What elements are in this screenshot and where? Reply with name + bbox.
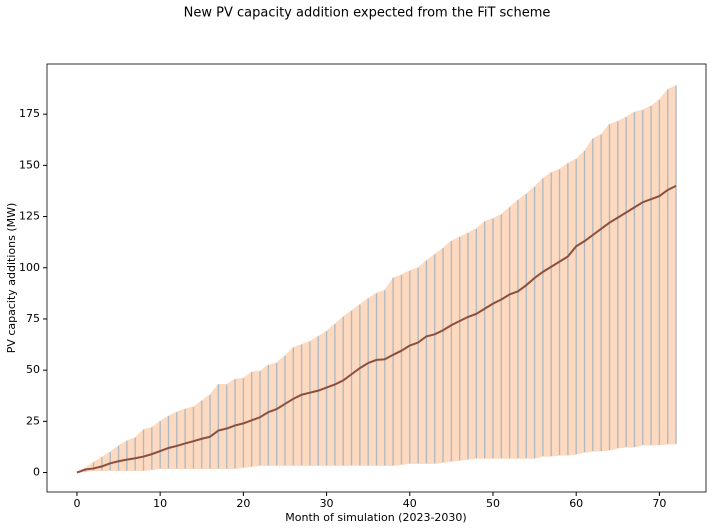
y-tick-label: 125 [19, 210, 40, 223]
y-axis-label: PV capacity additions (MW) [5, 203, 18, 354]
chart-title: New PV capacity addition expected from t… [184, 6, 551, 21]
x-axis-label: Month of simulation (2023-2030) [285, 511, 466, 524]
y-tick-label: 100 [19, 261, 40, 274]
x-tick-label: 60 [569, 497, 583, 510]
x-tick-label: 40 [403, 497, 417, 510]
y-tick-label: 175 [19, 107, 40, 120]
y-tick-label: 0 [33, 466, 40, 479]
y-tick-label: 25 [26, 414, 40, 427]
x-tick-label: 20 [236, 497, 250, 510]
y-tick-label: 150 [19, 158, 40, 171]
x-tick-label: 70 [652, 497, 666, 510]
plot-frame [46, 63, 707, 493]
y-tick-label: 50 [26, 363, 40, 376]
x-tick-label: 30 [320, 497, 334, 510]
line [76, 184, 677, 474]
x-tick-label: 10 [153, 497, 167, 510]
x-tick-label: 0 [73, 497, 80, 510]
y-tick-label: 75 [26, 312, 40, 325]
x-tick-label: 50 [486, 497, 500, 510]
